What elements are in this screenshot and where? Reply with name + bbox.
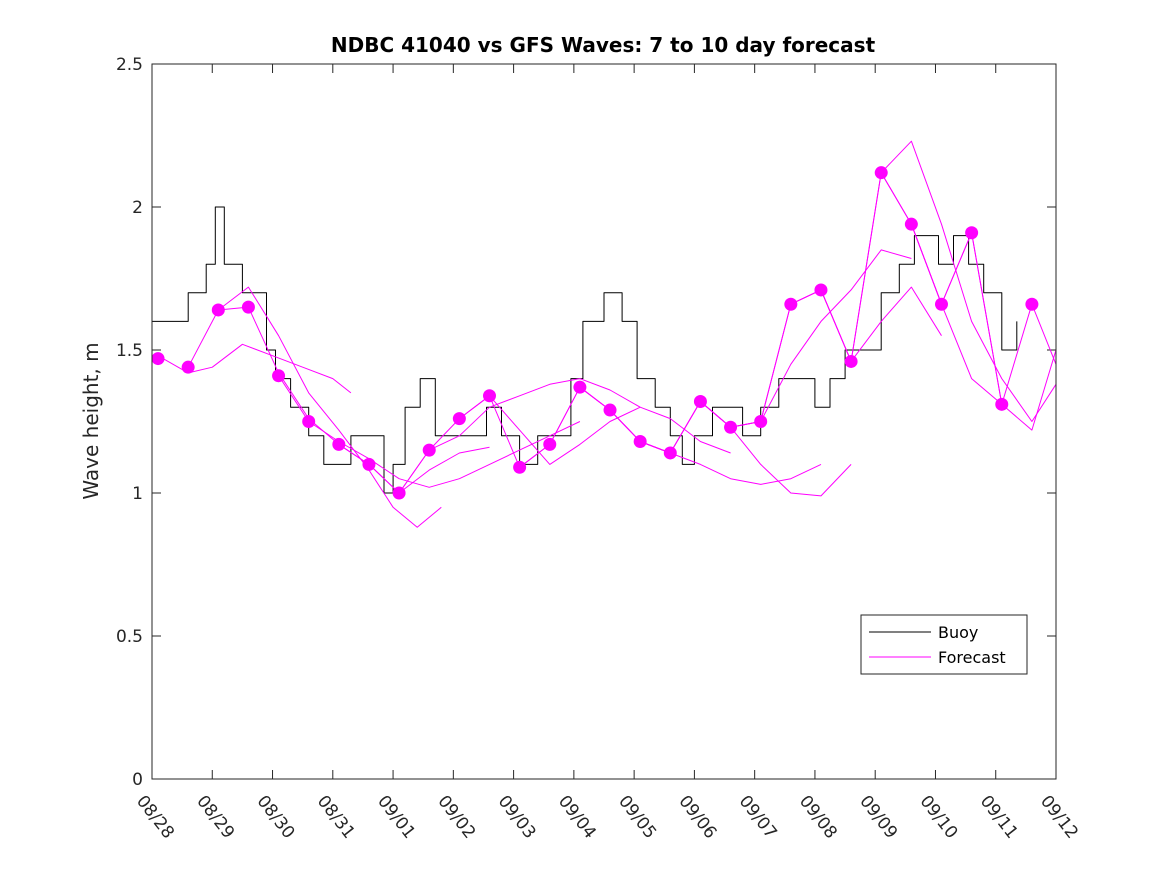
legend-buoy-label: Buoy — [938, 623, 978, 642]
forecast-marker — [724, 420, 738, 434]
forecast-marker — [151, 352, 165, 366]
x-tick-label: 08/28 — [132, 792, 178, 843]
legend-box — [860, 614, 1028, 675]
x-tick-label: 09/03 — [494, 792, 540, 843]
x-tick-label: 09/10 — [916, 792, 962, 843]
x-tick-label: 08/30 — [253, 792, 299, 843]
forecast-marker — [181, 360, 195, 374]
forecast-marker — [452, 412, 466, 426]
forecast-marker — [965, 226, 979, 240]
x-tick-label: 09/07 — [735, 792, 781, 843]
forecast-marker — [332, 437, 346, 451]
chart-title: NDBC 41040 vs GFS Waves: 7 to 10 day for… — [331, 33, 876, 57]
x-tick-label: 09/11 — [976, 792, 1022, 843]
forecast-marker — [784, 297, 798, 311]
forecast-series-line-12 — [790, 140, 1057, 422]
buoy-series-line — [152, 206, 1018, 494]
forecast-series-line-6 — [398, 395, 731, 494]
legend: Buoy Forecast — [860, 614, 1028, 675]
x-tick-label: 08/31 — [313, 792, 359, 843]
y-tick-label: 2.5 — [116, 55, 143, 75]
forecast-marker — [844, 354, 858, 368]
forecast-marker — [422, 443, 436, 457]
forecast-marker — [513, 460, 527, 474]
y-axis-label: Wave height, m — [79, 342, 103, 499]
forecast-marker — [934, 297, 948, 311]
forecast-marker — [1025, 297, 1039, 311]
y-tick-label: 1.5 — [116, 341, 143, 361]
forecast-marker — [693, 394, 707, 408]
x-tick-label: 08/29 — [192, 792, 238, 843]
forecast-series-line-14 — [910, 224, 1057, 405]
forecast-marker — [814, 283, 828, 297]
x-tick-label: 09/06 — [674, 792, 720, 843]
marker-layer — [151, 166, 1039, 500]
forecast-marker — [663, 446, 677, 460]
x-tick-label: 09/05 — [614, 792, 660, 843]
forecast-marker — [603, 403, 617, 417]
x-tick-label: 09/09 — [855, 792, 901, 843]
forecast-marker — [302, 415, 316, 428]
forecast-marker — [904, 217, 918, 231]
forecast-marker — [482, 389, 496, 403]
forecast-marker — [362, 457, 376, 471]
forecast-marker — [543, 437, 557, 451]
x-tick-label: 09/04 — [554, 792, 600, 843]
x-tick-label: 09/02 — [433, 792, 479, 843]
y-tick-labels: 0 0.5 1 1.5 2 2.5 — [116, 55, 143, 790]
y-tick-label: 1 — [132, 484, 143, 504]
forecast-marker — [995, 397, 1009, 411]
forecast-marker — [241, 300, 255, 314]
forecast-marker — [392, 486, 406, 500]
legend-forecast-label: Forecast — [938, 648, 1006, 667]
y-tick-label: 2 — [132, 198, 143, 218]
forecast-marker — [754, 415, 768, 428]
forecast-marker — [272, 369, 286, 383]
x-tick-label: 09/01 — [373, 792, 419, 843]
x-tick-label: 09/08 — [795, 792, 841, 843]
forecast-marker — [633, 435, 647, 449]
x-tick-labels: 08/28 08/29 08/30 08/31 09/01 09/02 09/03 09/04… — [132, 792, 1082, 843]
plot-frame — [151, 63, 1057, 780]
forecast-marker — [211, 303, 225, 317]
forecast-marker — [874, 166, 888, 180]
y-tick-label: 0.5 — [116, 627, 143, 647]
y-tick-label: 0 — [132, 770, 143, 790]
x-tick-label: 09/12 — [1036, 792, 1082, 843]
forecast-marker — [573, 380, 587, 394]
forecast-series-line-5 — [338, 378, 641, 494]
forecast-series-line-4 — [278, 375, 581, 488]
forecast-series-line-2 — [187, 286, 442, 528]
